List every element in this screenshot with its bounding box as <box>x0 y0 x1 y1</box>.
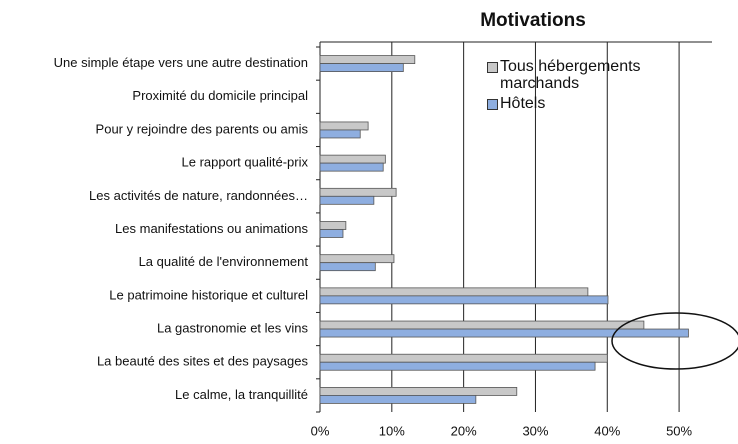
y-tick-label: Le rapport qualité-prix <box>182 155 309 170</box>
bar <box>319 254 395 264</box>
bar <box>319 320 645 330</box>
bar <box>319 63 404 72</box>
bar <box>319 129 361 139</box>
bar <box>319 121 369 131</box>
bar <box>319 154 386 164</box>
highlight-ellipse <box>611 312 738 370</box>
legend-label: Hôtels <box>500 95 546 112</box>
legend-swatch <box>487 99 498 110</box>
y-tick-label: Proximité du domicile principal <box>132 88 308 103</box>
y-tick-label: La gastronomie et les vins <box>157 320 309 335</box>
bar <box>319 387 518 396</box>
legend-swatch <box>487 62 498 73</box>
y-tick-label: Le calme, la tranquillité <box>175 387 308 402</box>
y-tick-label: Une simple étape vers une autre destinat… <box>54 55 308 70</box>
x-tick-label: 10% <box>379 423 405 438</box>
bar <box>319 328 689 338</box>
bar <box>319 195 375 205</box>
y-tick-label: Les manifestations ou animations <box>115 221 308 236</box>
y-tick-label: Le patrimoine historique et culturel <box>109 287 308 302</box>
chart-title: Motivations <box>480 10 586 31</box>
y-tick-label: La beauté des sites et des paysages <box>97 354 309 369</box>
bar <box>319 229 344 238</box>
bar <box>319 361 596 371</box>
x-tick-label: 0% <box>311 423 330 438</box>
bar <box>319 221 347 230</box>
bar <box>319 287 589 297</box>
bar <box>319 395 477 404</box>
bar <box>319 353 608 363</box>
legend-label: Tous hébergements marchands <box>500 58 641 92</box>
y-tick-label: Pour y rejoindre des parents ou amis <box>96 121 309 136</box>
y-tick-label: Les activités de nature, randonnées… <box>89 188 308 203</box>
y-tick-label: La qualité de l'environnement <box>139 254 309 269</box>
x-tick-label: 40% <box>594 423 620 438</box>
bar <box>319 55 416 64</box>
x-tick-label: 20% <box>451 423 477 438</box>
bar <box>319 262 376 272</box>
x-tick-label: 30% <box>522 423 548 438</box>
x-tick-label: 50% <box>666 423 692 438</box>
bar <box>319 187 397 197</box>
bar <box>319 162 384 172</box>
bar <box>319 295 609 305</box>
